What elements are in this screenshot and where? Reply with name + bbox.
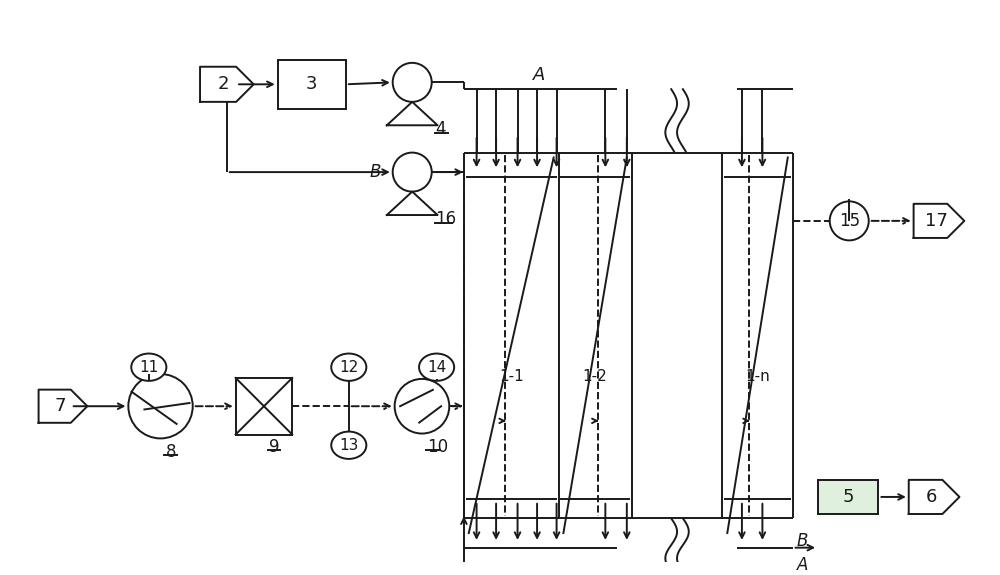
Ellipse shape — [131, 354, 166, 381]
Ellipse shape — [331, 432, 366, 459]
Text: 1-1: 1-1 — [499, 370, 524, 385]
Text: B: B — [369, 163, 381, 181]
Bar — [818, 480, 878, 514]
Text: 9: 9 — [269, 438, 279, 456]
Text: 15: 15 — [839, 212, 860, 230]
Text: 8: 8 — [165, 443, 176, 461]
Text: 16: 16 — [436, 210, 457, 228]
Text: 1-n: 1-n — [745, 370, 770, 385]
Text: 13: 13 — [339, 438, 358, 453]
Text: A: A — [533, 66, 545, 83]
Text: 3: 3 — [306, 75, 317, 93]
Text: 2: 2 — [217, 75, 229, 93]
Text: B: B — [797, 532, 808, 550]
Text: 14: 14 — [427, 360, 446, 375]
Ellipse shape — [331, 354, 366, 381]
Ellipse shape — [830, 201, 869, 240]
Text: 1-2: 1-2 — [582, 370, 607, 385]
Circle shape — [128, 374, 193, 438]
Text: 6: 6 — [925, 488, 937, 506]
Text: 10: 10 — [427, 438, 448, 456]
Text: 12: 12 — [339, 360, 358, 375]
Text: 11: 11 — [139, 360, 158, 375]
Text: 17: 17 — [925, 212, 947, 230]
Circle shape — [393, 63, 432, 102]
Text: A: A — [797, 556, 808, 574]
Text: 7: 7 — [54, 397, 66, 415]
Ellipse shape — [419, 354, 454, 381]
Text: 4: 4 — [436, 120, 446, 138]
Bar — [278, 60, 346, 109]
Text: 5: 5 — [843, 488, 854, 506]
Circle shape — [393, 152, 432, 191]
Bar — [236, 378, 292, 435]
Circle shape — [395, 379, 449, 434]
